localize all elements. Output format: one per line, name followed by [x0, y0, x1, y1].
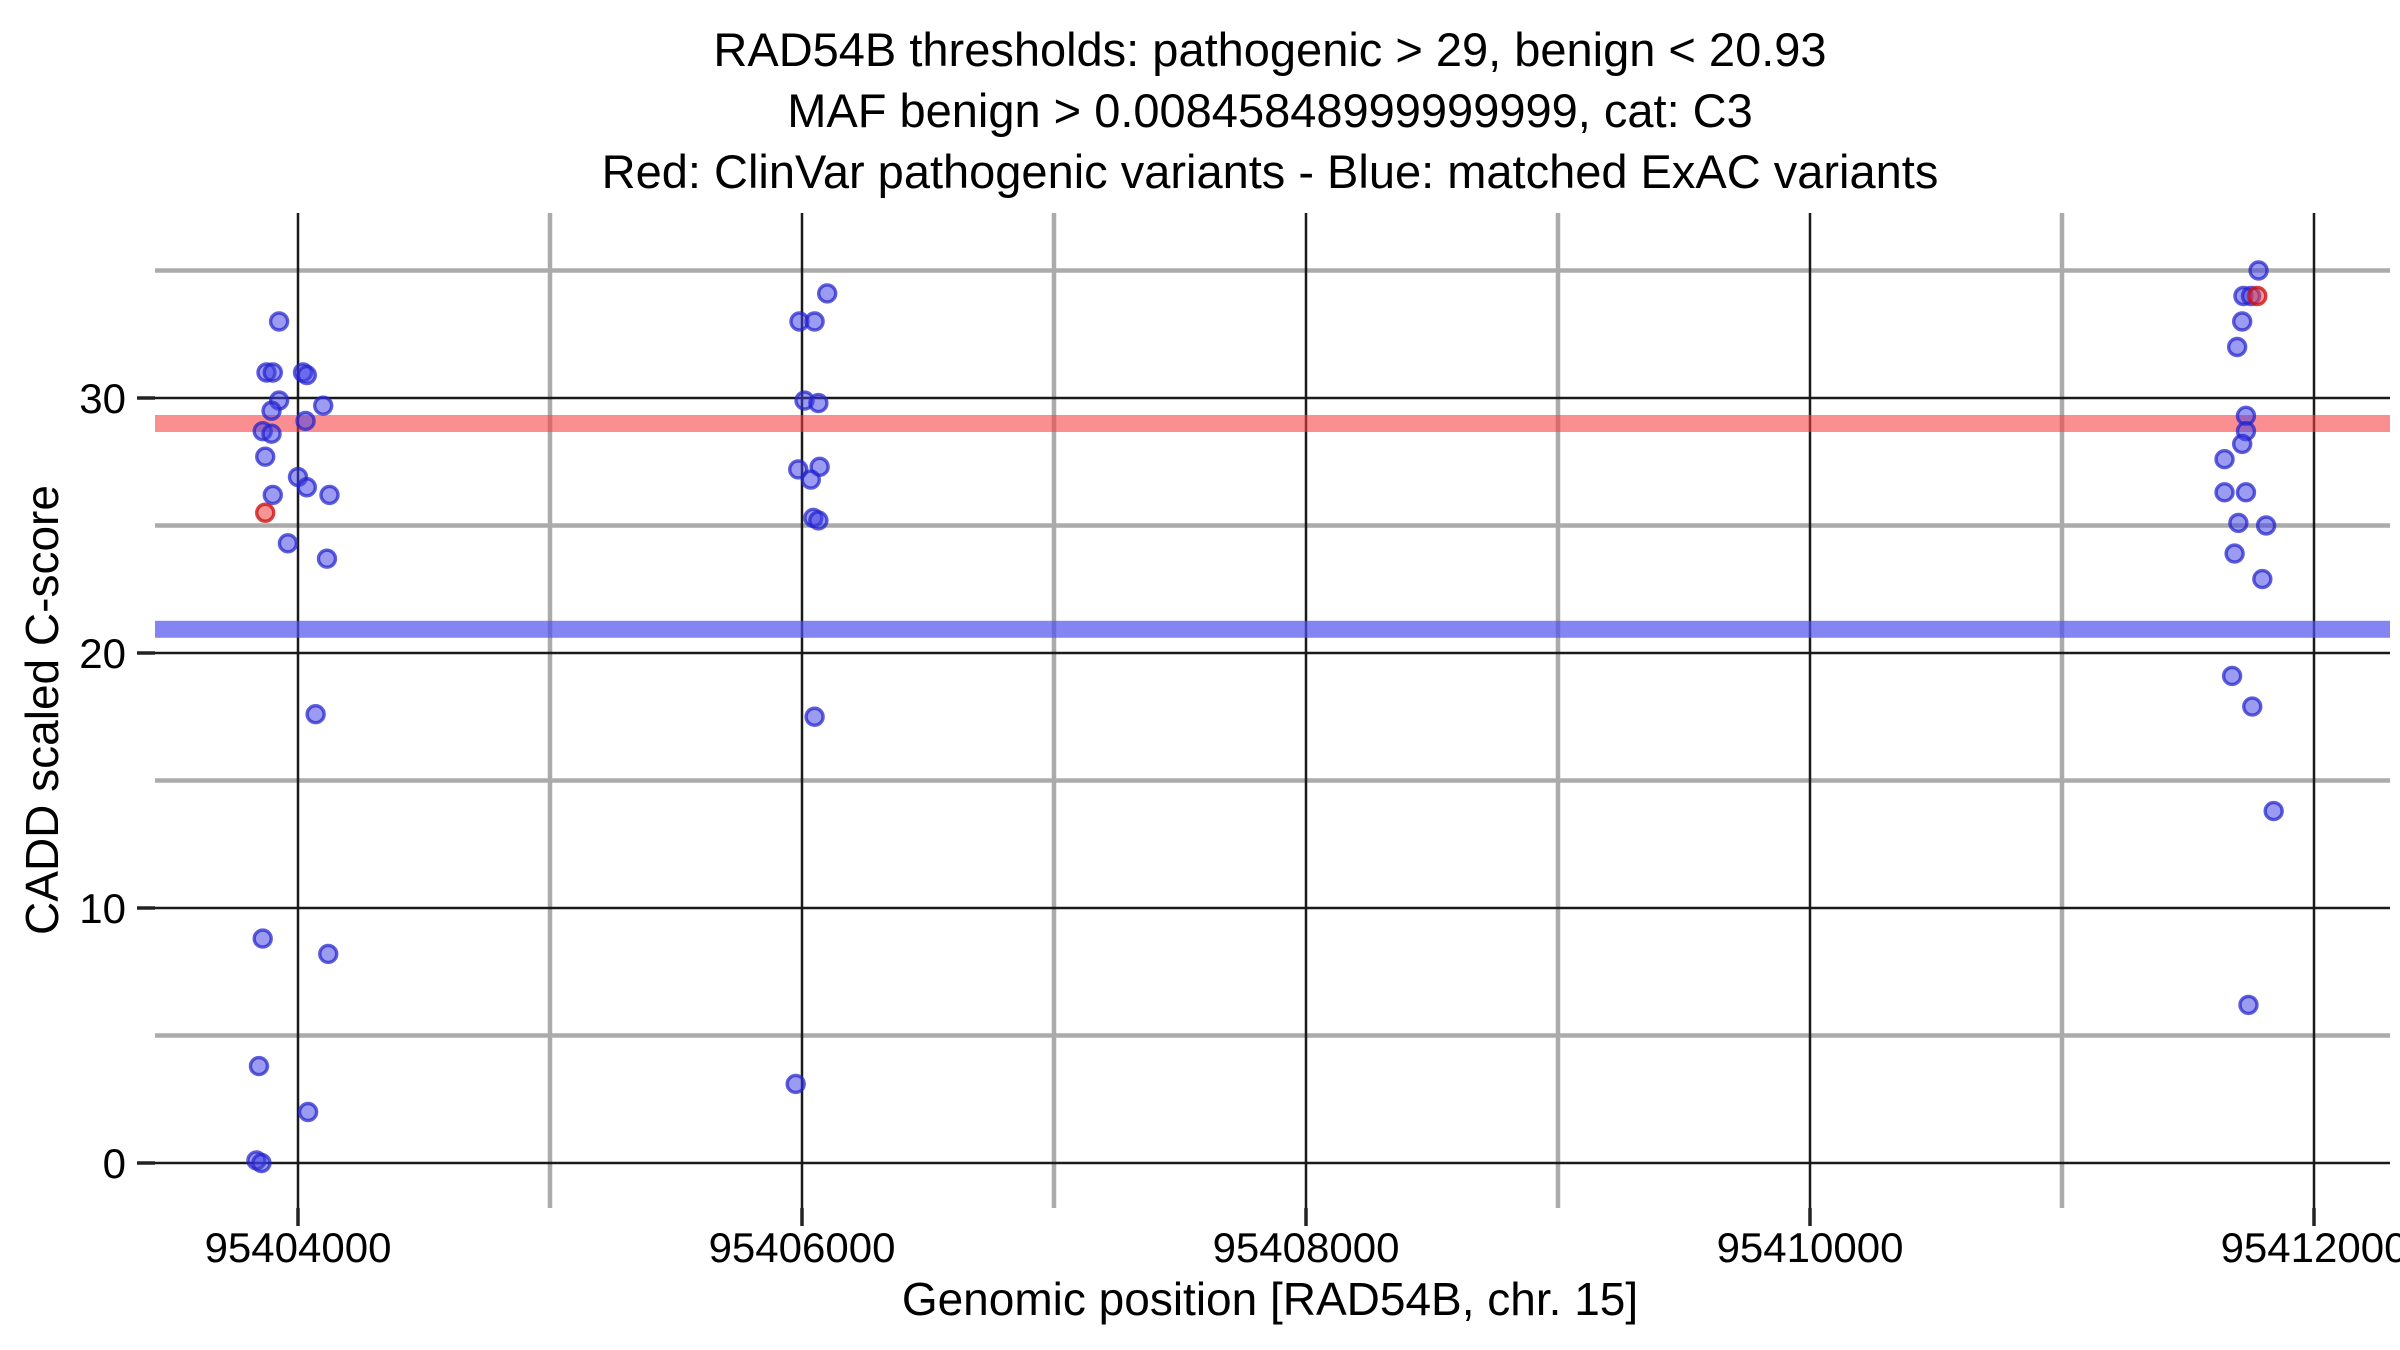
exac-variant-point [277, 533, 299, 554]
exac-variant-point [255, 446, 276, 467]
exac-variant-point [251, 1152, 272, 1174]
exac-variant-point [268, 311, 290, 332]
exac-variant-point [318, 943, 339, 965]
exac-variant-point [313, 395, 334, 416]
data-points [246, 260, 2284, 1174]
y-axis-title: CADD scaled C-score [16, 485, 68, 935]
exac-variant-point [2242, 696, 2263, 717]
benign-threshold-band [155, 620, 2390, 638]
exac-variant-point [261, 400, 282, 421]
pathogenic-threshold-band [155, 415, 2390, 432]
y-tick-label: 20 [79, 630, 126, 677]
exac-variant-point [2231, 433, 2253, 455]
major-gridlines [155, 213, 2390, 1208]
exac-variant-point [261, 423, 282, 444]
chart-title-line-1: RAD54B thresholds: pathogenic > 29, beni… [713, 23, 1826, 76]
chart-title-line-3: Red: ClinVar pathogenic variants - Blue:… [602, 145, 1939, 198]
clinvar-variant-point [255, 502, 276, 523]
exac-variant-point [2235, 482, 2257, 503]
exac-variant-point [2252, 568, 2273, 590]
exac-variant-point [252, 928, 273, 949]
x-axis-title: Genomic position [RAD54B, chr. 15] [902, 1273, 1638, 1325]
exac-variant-point [2214, 449, 2235, 470]
axis-tick-marks [137, 396, 2316, 1226]
clinvar-variant-point [2247, 285, 2268, 307]
y-tick-label: 10 [79, 885, 126, 932]
exac-variant-point [248, 1055, 270, 1077]
exac-variant-point [2248, 260, 2269, 281]
exac-variant-point [295, 410, 316, 432]
exac-variant-point [2255, 515, 2277, 536]
exac-variant-point [316, 548, 338, 569]
x-tick-label: 95412000 [2221, 1224, 2400, 1271]
exac-variant-point [2263, 800, 2284, 822]
minor-gridlines [155, 213, 2390, 1208]
chart-title-line-2: MAF benign > 0.00845848999999999, cat: C… [787, 84, 1753, 137]
exac-variant-point [800, 469, 822, 490]
exac-variant-point [804, 706, 825, 727]
exac-variant-point [808, 510, 829, 531]
exac-variant-point [785, 1073, 806, 1095]
exac-variant-point [305, 704, 326, 725]
exac-variant-point [2224, 543, 2245, 564]
exac-variant-point [297, 1101, 319, 1123]
exac-variant-point [2231, 311, 2253, 332]
exac-variant-point [262, 362, 283, 383]
x-tick-label: 95406000 [709, 1224, 896, 1271]
exac-variant-point [788, 459, 809, 480]
x-tick-label: 95408000 [1213, 1224, 1400, 1271]
x-tick-label: 95404000 [205, 1224, 392, 1271]
y-tick-label: 0 [103, 1140, 126, 1187]
exac-variant-point [296, 364, 318, 386]
exac-variant-point [808, 392, 829, 414]
axis-tick-labels: 95404000 95406000 95408000 95410000 95412000… [79, 375, 2400, 1271]
threshold-bands [155, 415, 2390, 638]
exac-variant-point [817, 283, 838, 304]
exac-variant-point [2238, 994, 2259, 1016]
y-tick-label: 30 [79, 375, 126, 422]
exac-variant-point [2214, 482, 2235, 503]
exac-variant-point [2228, 512, 2249, 534]
exac-variant-point [296, 477, 318, 498]
exac-variant-point [2226, 336, 2248, 358]
exac-variant-point [2221, 665, 2243, 687]
exac-variant-point [804, 311, 825, 332]
x-tick-label: 95410000 [1717, 1224, 1904, 1271]
exac-variant-point [319, 484, 340, 506]
exac-variant-point [262, 484, 283, 506]
